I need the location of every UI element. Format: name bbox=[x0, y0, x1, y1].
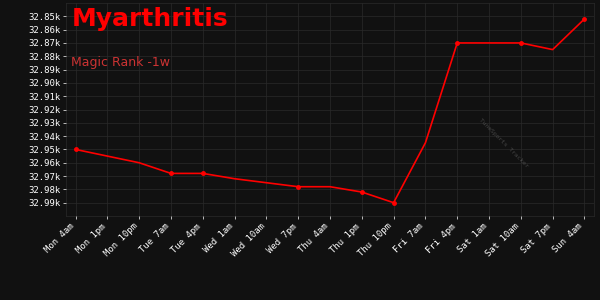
Text: TuneSports Tracker: TuneSports Tracker bbox=[478, 118, 529, 169]
Text: Myarthritis: Myarthritis bbox=[71, 7, 228, 31]
Text: Magic Rank -1w: Magic Rank -1w bbox=[71, 56, 170, 69]
